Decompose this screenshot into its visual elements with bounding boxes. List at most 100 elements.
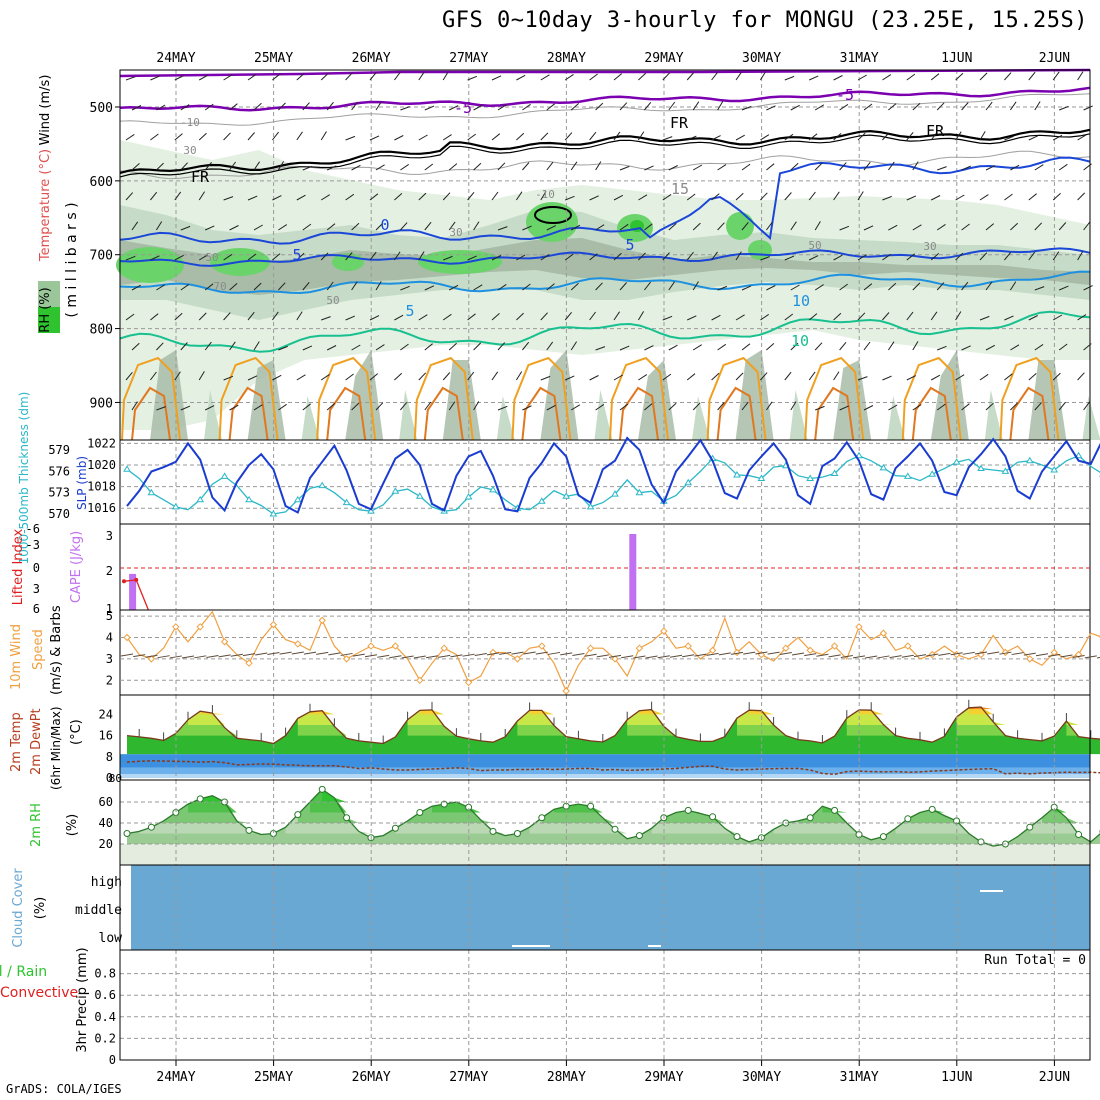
wind-barb	[229, 341, 236, 351]
rh-patch-green	[116, 247, 184, 283]
wind-barb	[198, 191, 206, 201]
wind-barb	[345, 373, 354, 381]
wind-barb	[686, 72, 695, 81]
wind-barb	[271, 311, 279, 321]
wind-barb	[326, 165, 337, 171]
wind-barb	[473, 342, 482, 351]
10m-wind-barb	[316, 651, 329, 655]
wind-barb	[131, 221, 139, 231]
wind-barb	[442, 71, 449, 81]
2m-rh-point	[391, 824, 399, 832]
wind-barb	[272, 73, 281, 81]
wind-barb	[692, 281, 699, 291]
isotherm-20	[901, 356, 962, 441]
wind-barb	[1028, 315, 1038, 321]
wind-barb	[448, 221, 456, 231]
lifted-tick-label: -3	[26, 538, 40, 552]
date-label-top: 26MAY	[352, 51, 391, 66]
wind-barb	[1052, 71, 1060, 81]
wind-barb	[491, 313, 500, 321]
wind-barb	[760, 372, 768, 381]
rh-swatch-gray	[38, 281, 60, 307]
wind-barb	[613, 374, 623, 381]
wind-barb	[662, 373, 672, 381]
thickness-point	[196, 495, 205, 503]
thickness-point	[684, 478, 693, 486]
wind-barb	[570, 224, 581, 231]
date-label-bottom: 31MAY	[840, 1070, 879, 1085]
wind-barb	[979, 252, 988, 261]
wind-barb	[497, 162, 506, 171]
10m-wind-point	[586, 644, 595, 652]
wind-barb	[1083, 163, 1092, 171]
cape-bar	[629, 534, 637, 610]
run-total-label: Run Total = 0	[984, 953, 1086, 968]
wind-barb	[662, 136, 673, 141]
temp-axis-label-4: (°C)	[69, 719, 84, 745]
wind-barb	[589, 311, 596, 321]
wind-barb	[369, 373, 379, 381]
date-label-top: 28MAY	[547, 51, 586, 66]
wind-barb	[589, 73, 598, 81]
wind-barb	[570, 103, 580, 111]
wind-barb	[247, 253, 257, 261]
wind-barb	[448, 401, 456, 411]
wind-barb	[979, 72, 988, 81]
wind-barb	[296, 252, 305, 261]
wind-barb	[644, 345, 654, 351]
10m-wind-barb	[682, 654, 695, 658]
wind-barb	[1034, 402, 1042, 411]
wind-barb	[668, 344, 678, 351]
contour-label: 70	[213, 280, 226, 293]
wind-barb	[320, 72, 329, 81]
wind-barb	[784, 75, 795, 81]
wind-barb	[857, 376, 868, 381]
wind-barb	[833, 133, 842, 141]
wind-barb	[125, 133, 135, 141]
wind-barb	[814, 162, 823, 171]
contour-label: -10	[180, 116, 200, 129]
wind-barb	[1058, 222, 1067, 231]
wind-barb	[393, 71, 401, 81]
wind-barb	[692, 344, 702, 351]
thickness-point	[855, 451, 863, 459]
wind-barb	[760, 134, 770, 141]
wind-barb	[863, 405, 874, 411]
wind-barb	[400, 106, 410, 111]
wind-barb	[229, 103, 238, 111]
wind-barb	[985, 223, 995, 231]
wind-barb	[784, 255, 795, 261]
wind-barb	[741, 343, 751, 351]
cape-axis-label: CAPE (J/kg)	[69, 531, 84, 603]
isotherm-20	[706, 356, 767, 441]
10m-wind-tick-label: 3	[106, 652, 113, 666]
wind-barb	[278, 345, 288, 351]
contour-label: 50	[205, 251, 218, 264]
wind-barb	[589, 375, 599, 381]
wind-barb	[955, 311, 962, 321]
10m-wind-point	[708, 646, 717, 655]
wind-barb	[204, 161, 212, 171]
wind-barb	[961, 403, 970, 411]
wind-barb	[839, 162, 847, 171]
slp-line	[126, 436, 1100, 514]
wind-barb	[1077, 372, 1085, 381]
lifted-index-point	[122, 579, 126, 584]
wind-barb	[296, 73, 305, 81]
10m-wind-barb	[1011, 652, 1024, 656]
10m-wind-barb	[401, 655, 414, 659]
10m-wind-barb	[1096, 656, 1100, 659]
wind-barb	[277, 161, 285, 171]
cape-tick-label: 3	[106, 529, 113, 543]
wind-barb	[857, 132, 866, 141]
wind-barb	[418, 134, 428, 141]
wind-barb	[717, 164, 727, 171]
wind-barb	[296, 194, 306, 201]
wind-barb	[570, 161, 578, 171]
wind-barb	[686, 373, 696, 381]
wind-barb	[839, 225, 850, 231]
10m-wind-point	[464, 678, 473, 687]
wind-barb	[882, 195, 892, 201]
wind-barb	[278, 282, 286, 291]
wind-barb	[930, 195, 941, 201]
